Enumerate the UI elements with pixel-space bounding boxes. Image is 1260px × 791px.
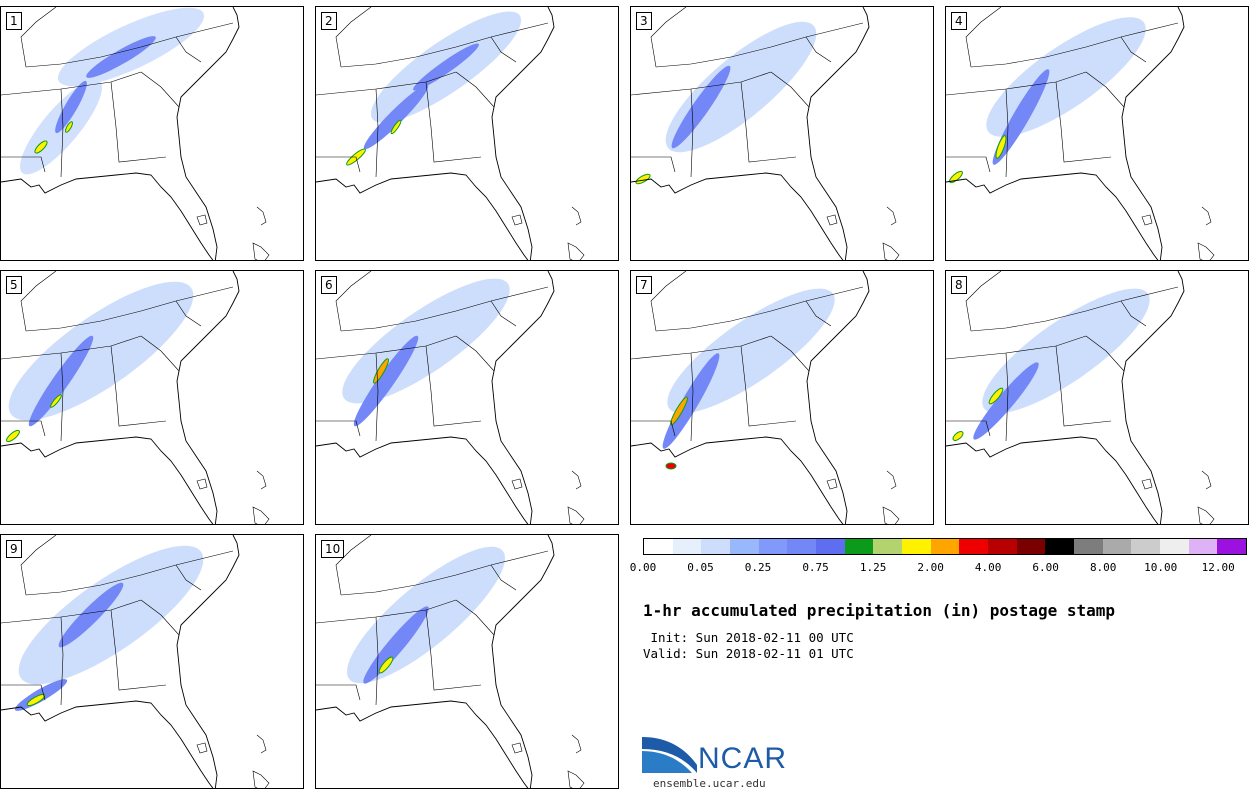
- colorbar-tick-label: 8.00: [1089, 561, 1117, 574]
- colorbar-swatch: [930, 539, 960, 554]
- ensemble-member-panel: 5: [0, 270, 304, 525]
- panel-number: 3: [636, 12, 652, 30]
- colorbar-swatch: [1160, 539, 1189, 554]
- panel-number: 1: [6, 12, 22, 30]
- chart-title: 1-hr accumulated precipitation (in) post…: [643, 601, 1116, 620]
- colorbar-swatch: [1074, 539, 1103, 554]
- colorbar-tick-label: 4.00: [974, 561, 1002, 574]
- panel-number: 6: [321, 276, 337, 294]
- colorbar-swatch: [902, 539, 931, 554]
- panel-number: 2: [321, 12, 337, 30]
- ensemble-member-panel: 6: [315, 270, 619, 525]
- precip-map: [316, 271, 585, 524]
- precip-map: [946, 271, 1215, 524]
- precip-map: [631, 271, 900, 524]
- colorbar-swatch: [1045, 539, 1075, 554]
- colorbar-swatch: [1016, 539, 1046, 554]
- valid-time: Valid: Sun 2018-02-11 01 UTC: [643, 646, 854, 661]
- colorbar-swatch: [1102, 539, 1132, 554]
- colorbar-swatch: [873, 539, 903, 554]
- colorbar-swatch: [1131, 539, 1161, 554]
- panel-number: 4: [951, 12, 967, 30]
- colorbar-swatch: [644, 539, 673, 554]
- precip-map: [1, 271, 270, 524]
- colorbar-tick-label: 6.00: [1032, 561, 1059, 574]
- ensemble-member-panel: 9: [0, 534, 304, 789]
- ensemble-member-panel: 10: [315, 534, 619, 789]
- precip-map: [1, 7, 270, 260]
- colorbar-tick-label: 0.75: [802, 561, 829, 574]
- ensemble-member-panel: 4: [945, 6, 1249, 261]
- colorbar-tick-label: 10.00: [1144, 561, 1178, 574]
- colorbar-tick-label: 0.05: [687, 561, 714, 574]
- colorbar-swatch: [959, 539, 989, 554]
- colorbar-swatch: [672, 539, 702, 554]
- ncar-logo-icon: [642, 737, 697, 773]
- colorbar-tick-label: 0.25: [744, 561, 772, 574]
- precip-map: [1, 535, 270, 788]
- ensemble-member-panel: 8: [945, 270, 1249, 525]
- panel-number: 9: [6, 540, 22, 558]
- site-url: ensemble.ucar.edu: [653, 777, 766, 790]
- colorbar-swatch: [758, 539, 788, 554]
- init-time: Init: Sun 2018-02-11 00 UTC: [643, 630, 854, 645]
- panel-number: 8: [951, 276, 967, 294]
- panel-number: 7: [636, 276, 652, 294]
- ensemble-member-panel: 7: [630, 270, 934, 525]
- colorbar-swatch: [844, 539, 874, 554]
- precip-map: [316, 535, 585, 788]
- precip-map: [946, 7, 1215, 260]
- panel-number: 5: [6, 276, 22, 294]
- precip-map: [316, 7, 585, 260]
- ncar-logo-text: NCAR: [698, 742, 788, 775]
- colorbar-tick-label: 2.00: [917, 561, 944, 574]
- colorbar-swatch: [988, 539, 1017, 554]
- colorbar-swatch: [1188, 539, 1218, 554]
- colorbar: [643, 538, 1247, 555]
- colorbar-swatch: [816, 539, 845, 554]
- colorbar-swatch: [730, 539, 759, 554]
- colorbar-tick-label: 1.25: [859, 561, 887, 574]
- precip-map: [631, 7, 900, 260]
- panel-number: 10: [321, 540, 345, 558]
- ensemble-member-panel: 2: [315, 6, 619, 261]
- colorbar-swatch: [787, 539, 817, 554]
- colorbar-swatch: [701, 539, 731, 554]
- colorbar-swatch: [1217, 539, 1247, 554]
- colorbar-tick-label: 12.00: [1201, 561, 1235, 574]
- colorbar-tick-label: 0.00: [629, 561, 657, 574]
- ensemble-member-panel: 3: [630, 6, 934, 261]
- ensemble-member-panel: 1: [0, 6, 304, 261]
